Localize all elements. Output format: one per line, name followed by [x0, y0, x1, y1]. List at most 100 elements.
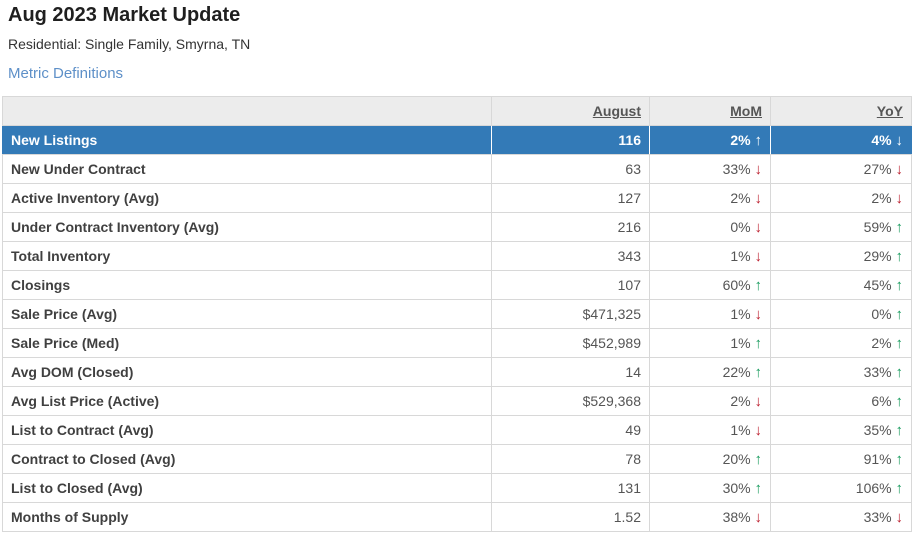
- trend-arrow-icon: ↑: [895, 421, 904, 439]
- metric-label: Avg DOM (Closed): [2, 357, 492, 387]
- yoy-pct: 0%: [871, 305, 892, 322]
- trend-arrow-icon: ↓: [754, 218, 763, 236]
- mom-cell: 20% ↑: [649, 444, 771, 474]
- yoy-pct: 33%: [863, 508, 892, 525]
- yoy-pct: 59%: [863, 218, 892, 235]
- metric-value: 343: [491, 241, 650, 271]
- mom-cell: 2% ↓: [649, 386, 771, 416]
- table-row[interactable]: New Listings 116 2% ↑ 4% ↓: [2, 125, 912, 155]
- yoy-cell: 91% ↑: [770, 444, 912, 474]
- column-header-mom[interactable]: MoM: [649, 96, 771, 126]
- table-row[interactable]: List to Contract (Avg) 49 1% ↓ 35% ↑: [2, 415, 912, 445]
- trend-arrow-icon: ↑: [754, 276, 763, 294]
- trend-arrow-icon: ↑: [754, 131, 763, 149]
- yoy-cell: 27% ↓: [770, 154, 912, 184]
- table-row[interactable]: Contract to Closed (Avg) 78 20% ↑ 91% ↑: [2, 444, 912, 474]
- trend-arrow-icon: ↑: [895, 450, 904, 468]
- trend-arrow-icon: ↓: [754, 160, 763, 178]
- metric-label: Contract to Closed (Avg): [2, 444, 492, 474]
- metric-definitions-link[interactable]: Metric Definitions: [8, 65, 124, 82]
- table-row[interactable]: Sale Price (Avg) $471,325 1% ↓ 0% ↑: [2, 299, 912, 329]
- trend-arrow-icon: ↓: [754, 508, 763, 526]
- metric-label: Total Inventory: [2, 241, 492, 271]
- metric-value: 116: [491, 125, 650, 155]
- mom-cell: 22% ↑: [649, 357, 771, 387]
- mom-pct: 22%: [722, 363, 751, 380]
- mom-cell: 30% ↑: [649, 473, 771, 503]
- mom-cell: 1% ↓: [649, 415, 771, 445]
- metric-label: Avg List Price (Active): [2, 386, 492, 416]
- table-row[interactable]: List to Closed (Avg) 131 30% ↑ 106% ↑: [2, 473, 912, 503]
- metric-value: 131: [491, 473, 650, 503]
- trend-arrow-icon: ↑: [895, 218, 904, 236]
- table-row[interactable]: Total Inventory 343 1% ↓ 29% ↑: [2, 241, 912, 271]
- metric-value: 78: [491, 444, 650, 474]
- table-row[interactable]: New Under Contract 63 33% ↓ 27% ↓: [2, 154, 912, 184]
- yoy-pct: 29%: [863, 247, 892, 264]
- yoy-cell: 0% ↑: [770, 299, 912, 329]
- table-row[interactable]: Months of Supply 1.52 38% ↓ 33% ↓: [2, 502, 912, 532]
- trend-arrow-icon: ↑: [895, 305, 904, 323]
- yoy-cell: 106% ↑: [770, 473, 912, 503]
- yoy-cell: 6% ↑: [770, 386, 912, 416]
- yoy-cell: 35% ↑: [770, 415, 912, 445]
- metric-label: New Listings: [2, 125, 492, 155]
- market-update-table: August MoM YoY New Listings 116 2% ↑ 4% …: [2, 96, 912, 532]
- table-row[interactable]: Sale Price (Med) $452,989 1% ↑ 2% ↑: [2, 328, 912, 358]
- page-header: Aug 2023 Market Update Residential: Sing…: [0, 0, 922, 96]
- mom-cell: 1% ↓: [649, 299, 771, 329]
- trend-arrow-icon: ↑: [754, 450, 763, 468]
- yoy-cell: 45% ↑: [770, 270, 912, 300]
- metric-value: 63: [491, 154, 650, 184]
- mom-pct: 2%: [730, 131, 751, 148]
- mom-pct: 1%: [730, 305, 751, 322]
- trend-arrow-icon: ↓: [754, 305, 763, 323]
- yoy-cell: 4% ↓: [770, 125, 912, 155]
- mom-pct: 2%: [730, 392, 751, 409]
- yoy-cell: 2% ↑: [770, 328, 912, 358]
- metric-label: Active Inventory (Avg): [2, 183, 492, 213]
- mom-pct: 20%: [722, 450, 751, 467]
- metric-value: 1.52: [491, 502, 650, 532]
- yoy-cell: 59% ↑: [770, 212, 912, 242]
- mom-cell: 38% ↓: [649, 502, 771, 532]
- table-row[interactable]: Avg List Price (Active) $529,368 2% ↓ 6%…: [2, 386, 912, 416]
- page-title: Aug 2023 Market Update: [8, 4, 241, 26]
- column-header-yoy[interactable]: YoY: [770, 96, 912, 126]
- table-row[interactable]: Closings 107 60% ↑ 45% ↑: [2, 270, 912, 300]
- metric-value: 127: [491, 183, 650, 213]
- table-row[interactable]: Avg DOM (Closed) 14 22% ↑ 33% ↑: [2, 357, 912, 387]
- trend-arrow-icon: ↑: [754, 334, 763, 352]
- metric-label: Under Contract Inventory (Avg): [2, 212, 492, 242]
- trend-arrow-icon: ↓: [754, 189, 763, 207]
- mom-pct: 33%: [722, 160, 751, 177]
- yoy-cell: 29% ↑: [770, 241, 912, 271]
- mom-pct: 1%: [730, 247, 751, 264]
- column-header-august[interactable]: August: [491, 96, 650, 126]
- trend-arrow-icon: ↓: [895, 131, 904, 149]
- metric-value: 216: [491, 212, 650, 242]
- mom-cell: 1% ↓: [649, 241, 771, 271]
- table-row[interactable]: Under Contract Inventory (Avg) 216 0% ↓ …: [2, 212, 912, 242]
- table-row[interactable]: Active Inventory (Avg) 127 2% ↓ 2% ↓: [2, 183, 912, 213]
- metric-label: New Under Contract: [2, 154, 492, 184]
- mom-pct: 38%: [722, 508, 751, 525]
- mom-cell: 2% ↓: [649, 183, 771, 213]
- trend-arrow-icon: ↓: [895, 189, 904, 207]
- metric-value: 49: [491, 415, 650, 445]
- page-subtitle: Residential: Single Family, Smyrna, TN: [8, 36, 251, 52]
- metric-label: Closings: [2, 270, 492, 300]
- trend-arrow-icon: ↑: [895, 276, 904, 294]
- mom-cell: 60% ↑: [649, 270, 771, 300]
- yoy-cell: 33% ↑: [770, 357, 912, 387]
- trend-arrow-icon: ↓: [754, 421, 763, 439]
- trend-arrow-icon: ↑: [895, 334, 904, 352]
- mom-pct: 1%: [730, 334, 751, 351]
- trend-arrow-icon: ↑: [754, 363, 763, 381]
- metric-label: List to Contract (Avg): [2, 415, 492, 445]
- mom-cell: 2% ↑: [649, 125, 771, 155]
- metric-value: 107: [491, 270, 650, 300]
- yoy-pct: 106%: [855, 479, 892, 496]
- metric-value: $471,325: [491, 299, 650, 329]
- mom-cell: 0% ↓: [649, 212, 771, 242]
